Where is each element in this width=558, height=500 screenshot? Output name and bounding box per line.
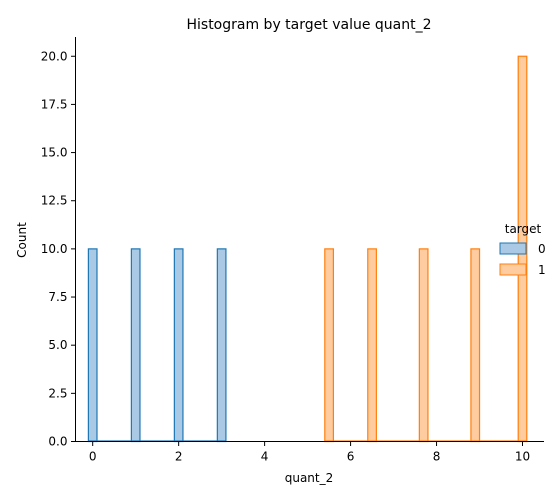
legend-swatch-0 bbox=[499, 242, 527, 255]
y-tick-label: 5.0 bbox=[48, 338, 67, 352]
bar-target-0-2 bbox=[173, 248, 184, 443]
y-tick-label: 17.5 bbox=[41, 97, 68, 111]
bar-target-1-1 bbox=[367, 248, 377, 443]
x-ticks: 0 2 4 6 8 10 bbox=[89, 441, 530, 464]
bars-layer bbox=[87, 55, 528, 443]
y-tick-label: 12.5 bbox=[41, 194, 68, 208]
legend: target 0 1 bbox=[499, 222, 546, 277]
bar-target-0-3 bbox=[216, 248, 227, 443]
bar-target-0-1 bbox=[130, 248, 141, 443]
y-tick-label: 20.0 bbox=[41, 49, 68, 63]
legend-label-1: 1 bbox=[538, 263, 546, 277]
x-tick-label: 0 bbox=[89, 450, 97, 464]
y-tick-label: 10.0 bbox=[41, 242, 68, 256]
x-tick-label: 2 bbox=[175, 450, 183, 464]
y-tick-label: 0.0 bbox=[48, 435, 67, 449]
y-tick-label: 2.5 bbox=[48, 386, 67, 400]
x-tick-label: 10 bbox=[515, 450, 530, 464]
y-tick-label: 7.5 bbox=[48, 290, 67, 304]
bar-target-1-2 bbox=[418, 248, 429, 443]
chart-title: Histogram by target value quant_2 bbox=[186, 17, 431, 33]
y-axis-label: Count bbox=[15, 222, 29, 258]
legend-title: target bbox=[505, 222, 542, 236]
bar-target-0-0 bbox=[87, 248, 98, 443]
bar-target-1-0 bbox=[324, 248, 334, 443]
y-ticks: 0.0 2.5 5.0 7.5 10.0 12.5 15.0 17.5 20.0 bbox=[41, 49, 76, 449]
x-tick-label: 8 bbox=[433, 450, 441, 464]
x-tick-label: 4 bbox=[261, 450, 269, 464]
y-tick-label: 15.0 bbox=[41, 146, 68, 160]
x-axis-label: quant_2 bbox=[285, 471, 334, 485]
x-tick-label: 6 bbox=[347, 450, 355, 464]
bar-target-1-3 bbox=[470, 248, 481, 443]
legend-label-0: 0 bbox=[538, 242, 546, 256]
legend-swatch-1 bbox=[499, 263, 527, 276]
